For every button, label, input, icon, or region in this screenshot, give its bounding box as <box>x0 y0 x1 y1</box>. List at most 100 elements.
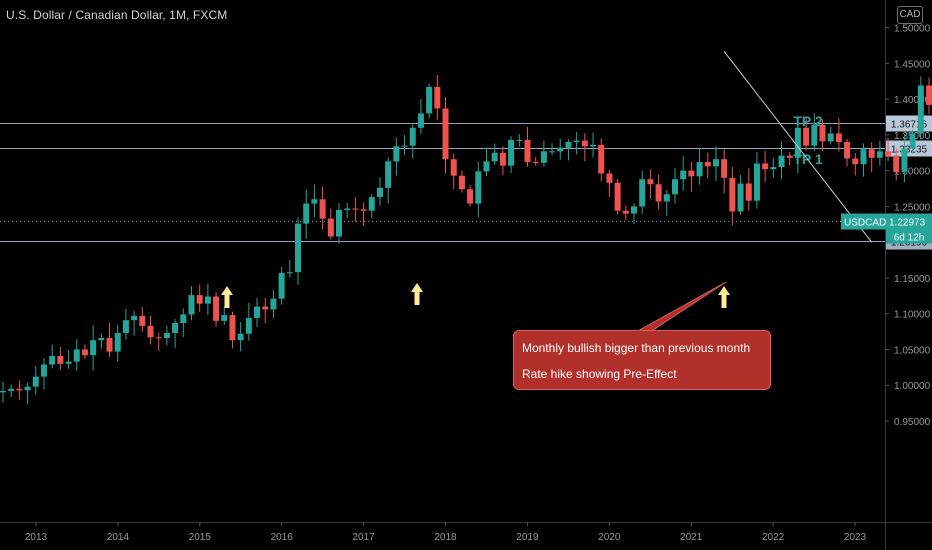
candle-body[interactable] <box>360 209 367 211</box>
candle-body[interactable] <box>606 173 613 183</box>
candle-body[interactable] <box>24 386 31 391</box>
candle-body[interactable] <box>442 108 449 160</box>
candle-body[interactable] <box>295 223 302 273</box>
candle-body[interactable] <box>90 340 97 356</box>
candle-body[interactable] <box>540 151 547 163</box>
candle-body[interactable] <box>557 147 564 152</box>
candle-body[interactable] <box>508 139 515 166</box>
candle-body[interactable] <box>122 320 129 334</box>
candle-body[interactable] <box>532 162 539 164</box>
candle-body[interactable] <box>16 388 23 391</box>
candle-body[interactable] <box>663 194 670 202</box>
candle-body[interactable] <box>401 145 408 147</box>
candle-body[interactable] <box>876 151 883 158</box>
candle-body[interactable] <box>721 159 728 178</box>
candle-body[interactable] <box>614 182 621 211</box>
candle-body[interactable] <box>778 155 785 168</box>
candle-body[interactable] <box>172 323 179 334</box>
candle-body[interactable] <box>762 163 769 170</box>
candle-body[interactable] <box>213 296 220 321</box>
candle-body[interactable] <box>106 338 113 352</box>
candle-body[interactable] <box>458 175 465 190</box>
candle-body[interactable] <box>491 152 498 162</box>
candle-body[interactable] <box>827 133 834 142</box>
candle-body[interactable] <box>155 337 162 339</box>
candle-body[interactable] <box>319 199 326 219</box>
candle-body[interactable] <box>327 218 334 237</box>
candle-body[interactable] <box>237 333 244 341</box>
candle-body[interactable] <box>926 85 932 105</box>
candle-body[interactable] <box>262 306 269 310</box>
candle-body[interactable] <box>549 151 556 153</box>
candle-body[interactable] <box>245 317 252 334</box>
candle-body[interactable] <box>385 161 392 188</box>
candle-body[interactable] <box>65 361 72 364</box>
candle-body[interactable] <box>909 133 916 149</box>
candle-body[interactable] <box>745 183 752 201</box>
candle-body[interactable] <box>352 208 359 210</box>
trend-line[interactable] <box>723 51 873 243</box>
candle-body[interactable] <box>73 349 80 362</box>
candle-body[interactable] <box>221 315 228 321</box>
candle-body[interactable] <box>729 177 736 212</box>
candle-body[interactable] <box>860 149 867 165</box>
candle-body[interactable] <box>712 159 719 167</box>
candle-body[interactable] <box>163 333 170 339</box>
candle-body[interactable] <box>696 162 703 177</box>
candle-body[interactable] <box>770 167 777 170</box>
candle-body[interactable] <box>819 124 826 142</box>
candle-body[interactable] <box>303 203 310 224</box>
candle-body[interactable] <box>868 149 875 158</box>
candle-body[interactable] <box>704 162 711 167</box>
candle-body[interactable] <box>393 146 400 162</box>
candle-body[interactable] <box>688 170 695 177</box>
candle-body[interactable] <box>483 161 490 172</box>
candle-body[interactable] <box>0 390 6 393</box>
candle-body[interactable] <box>467 189 474 204</box>
candle-body[interactable] <box>204 296 211 304</box>
candle-body[interactable] <box>196 295 203 304</box>
candle-body[interactable] <box>516 139 523 141</box>
candle-body[interactable] <box>376 187 383 198</box>
candle-body[interactable] <box>647 179 654 185</box>
candle-body[interactable] <box>622 210 629 214</box>
candle-body[interactable] <box>590 144 597 147</box>
candle-body[interactable] <box>835 133 842 143</box>
candle-body[interactable] <box>311 199 318 204</box>
candle-body[interactable] <box>737 183 744 212</box>
candle-body[interactable] <box>344 208 351 210</box>
candle-body[interactable] <box>917 85 924 134</box>
candle-body[interactable] <box>368 197 375 211</box>
candle-body[interactable] <box>254 306 261 318</box>
candle-body[interactable] <box>475 171 482 204</box>
candle-body[interactable] <box>794 127 801 158</box>
candle-body[interactable] <box>32 376 39 387</box>
currency-button[interactable]: CAD <box>897 6 923 24</box>
candle-body[interactable] <box>565 142 572 148</box>
candle-body[interactable] <box>680 170 687 180</box>
candle-body[interactable] <box>335 209 342 237</box>
candle-body[interactable] <box>655 184 662 202</box>
candle-body[interactable] <box>811 124 818 146</box>
candle-body[interactable] <box>278 272 285 299</box>
candle-body[interactable] <box>786 155 793 158</box>
candle-body[interactable] <box>180 314 187 324</box>
candle-body[interactable] <box>114 333 121 352</box>
candle-body[interactable] <box>598 144 605 174</box>
candle-body[interactable] <box>229 315 236 341</box>
candle-body[interactable] <box>524 139 531 163</box>
candle-body[interactable] <box>147 325 154 338</box>
candle-body[interactable] <box>49 355 56 365</box>
candle-body[interactable] <box>573 140 580 143</box>
candle-body[interactable] <box>893 155 900 173</box>
candle-body[interactable] <box>852 158 859 165</box>
candle-body[interactable] <box>901 148 908 173</box>
candle-body[interactable] <box>131 315 138 321</box>
candle-body[interactable] <box>40 364 47 377</box>
candle-body[interactable] <box>639 179 646 207</box>
candle-body[interactable] <box>631 206 638 214</box>
candle-body[interactable] <box>671 179 678 195</box>
candle-body[interactable] <box>803 127 810 146</box>
candle-body[interactable] <box>57 355 64 364</box>
